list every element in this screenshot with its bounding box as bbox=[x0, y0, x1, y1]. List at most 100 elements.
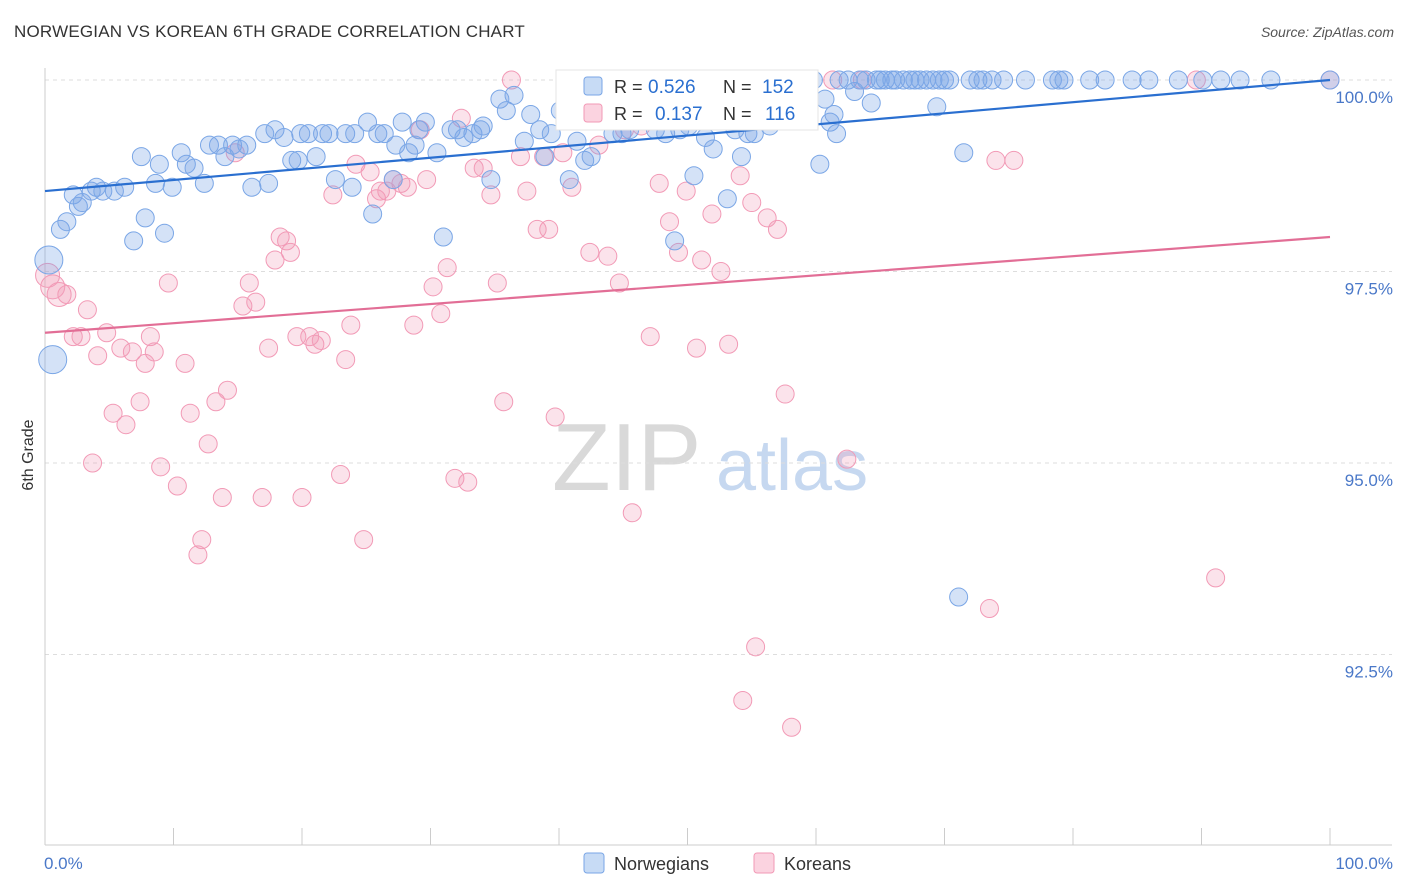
korean-point bbox=[517, 181, 537, 201]
norwegian-point bbox=[856, 70, 876, 90]
norwegian-point bbox=[298, 124, 318, 144]
korean-point bbox=[111, 338, 131, 358]
korean-point bbox=[649, 173, 669, 193]
norwegians-bottom-swatch bbox=[583, 852, 605, 874]
norwegians-points bbox=[34, 70, 1340, 607]
koreans-points bbox=[35, 70, 1340, 737]
korean-point bbox=[341, 315, 361, 335]
norwegian-point bbox=[994, 70, 1014, 90]
y-tick-label: 92.5% bbox=[1345, 663, 1393, 682]
korean-point bbox=[669, 242, 689, 262]
norwegian-point bbox=[530, 120, 550, 140]
norwegian-point bbox=[368, 124, 388, 144]
korean-point bbox=[331, 464, 351, 484]
norwegians-trend-line bbox=[44, 78, 1331, 193]
korean-point bbox=[837, 449, 857, 469]
norwegian-point bbox=[581, 147, 601, 167]
norwegian-point bbox=[409, 120, 429, 140]
norwegian-point bbox=[115, 177, 135, 197]
norwegian-point bbox=[427, 143, 447, 163]
korean-point bbox=[979, 599, 999, 619]
korean-point bbox=[702, 204, 722, 224]
korean-point bbox=[97, 323, 117, 343]
korean-point bbox=[404, 315, 424, 335]
y-axis-label: 6th Grade bbox=[20, 419, 37, 490]
koreans-r-value: 0.137 bbox=[655, 104, 703, 125]
norwegian-point bbox=[259, 173, 279, 193]
korean-point bbox=[323, 185, 343, 205]
norwegian-point bbox=[415, 112, 435, 132]
norwegian-point bbox=[1049, 70, 1069, 90]
korean-point bbox=[501, 70, 521, 90]
korean-point bbox=[686, 338, 706, 358]
korean-point bbox=[130, 392, 150, 412]
norwegian-point bbox=[363, 204, 383, 224]
korean-point bbox=[57, 284, 77, 304]
norwegian-point bbox=[473, 116, 493, 136]
norwegian-point bbox=[433, 227, 453, 247]
korean-point bbox=[692, 250, 712, 270]
y-tick-label: 95.0% bbox=[1345, 471, 1393, 490]
norwegian-point bbox=[184, 158, 204, 178]
norwegian-point bbox=[940, 70, 960, 90]
norwegian-point bbox=[684, 166, 704, 186]
korean-point bbox=[676, 181, 696, 201]
norwegian-point bbox=[496, 101, 516, 121]
norwegian-point bbox=[135, 208, 155, 228]
korean-point bbox=[259, 338, 279, 358]
norwegian-point bbox=[514, 131, 534, 151]
korean-point bbox=[527, 219, 547, 239]
korean-point bbox=[88, 346, 108, 366]
norwegian-point bbox=[124, 231, 144, 251]
korean-point bbox=[40, 274, 66, 300]
norwegian-point bbox=[665, 231, 685, 251]
korean-point bbox=[622, 503, 642, 523]
korean-point bbox=[280, 242, 300, 262]
korean-point bbox=[252, 487, 272, 507]
norwegian-point bbox=[34, 245, 64, 275]
korean-point bbox=[733, 690, 753, 710]
norwegian-point bbox=[827, 124, 847, 144]
norwegian-point bbox=[306, 147, 326, 167]
norwegian-point bbox=[1054, 70, 1074, 90]
korean-point bbox=[360, 162, 380, 182]
korean-point bbox=[370, 181, 390, 201]
norwegian-point bbox=[325, 170, 345, 190]
korean-point bbox=[198, 434, 218, 454]
norwegian-point bbox=[38, 345, 68, 375]
norwegian-point bbox=[342, 177, 362, 197]
norwegian-point bbox=[1230, 70, 1250, 90]
watermark-atlas: atlas bbox=[716, 426, 868, 506]
korean-point bbox=[719, 334, 739, 354]
korean-point bbox=[206, 392, 226, 412]
norwegian-point bbox=[149, 154, 169, 174]
norwegians-legend-swatch bbox=[583, 76, 603, 96]
korean-point bbox=[77, 300, 97, 320]
korean-point bbox=[431, 304, 451, 324]
korean-point bbox=[336, 350, 356, 370]
norwegian-point bbox=[155, 223, 175, 243]
norwegian-point bbox=[162, 177, 182, 197]
korean-point bbox=[292, 487, 312, 507]
norwegian-point bbox=[345, 124, 365, 144]
korean-point bbox=[265, 250, 285, 270]
norwegian-point bbox=[319, 124, 339, 144]
korean-point bbox=[598, 246, 618, 266]
y-tick-label: 100.0% bbox=[1335, 88, 1393, 107]
grid-layer bbox=[45, 79, 1392, 655]
norwegian-point bbox=[447, 120, 467, 140]
korean-point bbox=[158, 273, 178, 293]
korean-point bbox=[545, 407, 565, 427]
korean-point bbox=[167, 476, 187, 496]
norwegian-point bbox=[57, 212, 77, 232]
korean-point bbox=[417, 170, 437, 190]
norwegian-point bbox=[861, 93, 881, 113]
korean-point bbox=[1206, 568, 1226, 588]
korean-point bbox=[660, 212, 680, 232]
korean-point bbox=[83, 453, 103, 473]
watermark-zip: ZIP bbox=[552, 404, 701, 511]
trend-lines bbox=[44, 78, 1331, 334]
chart-title: NORWEGIAN VS KOREAN 6TH GRADE CORRELATIO… bbox=[14, 22, 525, 41]
